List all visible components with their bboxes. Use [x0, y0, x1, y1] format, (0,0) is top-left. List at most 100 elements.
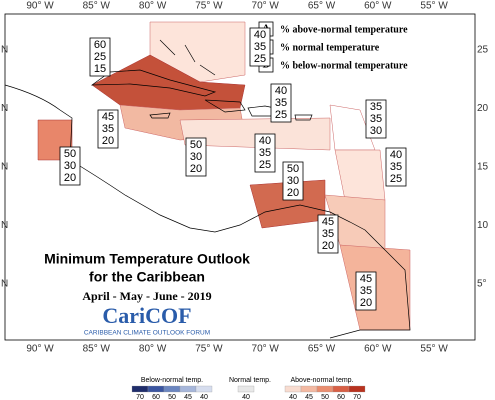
- probability: 40: [254, 29, 266, 41]
- probability: 45: [102, 111, 114, 123]
- logo-caption: CARIBBEAN CLIMATE OUTLOOK FORUM: [84, 330, 210, 337]
- lon-label: 60° W: [364, 344, 392, 355]
- box-frame: [317, 214, 339, 254]
- box-frame: [59, 146, 81, 186]
- colorbar-swatch: [332, 385, 350, 393]
- colorbar-label: Above-normal temp.: [290, 377, 353, 384]
- probability: 35: [322, 228, 334, 240]
- lon-label: 70° W: [252, 1, 280, 12]
- lon-label: 85° W: [83, 1, 111, 12]
- probability: 45: [360, 273, 372, 285]
- colorbar-tick: 70: [136, 394, 144, 400]
- lon-label: 55° W: [420, 344, 448, 355]
- probability: 35: [370, 101, 382, 113]
- box-frame: [89, 37, 111, 77]
- box-frame: [254, 133, 276, 173]
- lat-label: N: [1, 279, 8, 290]
- probability: 30: [370, 125, 382, 137]
- colorbar-swatch: [348, 385, 366, 393]
- box-frame: [270, 83, 292, 123]
- probability: 25: [390, 173, 402, 185]
- probability: 25: [94, 51, 106, 63]
- probability: 50: [287, 163, 299, 175]
- colorbar-swatch: [316, 385, 334, 393]
- probability: 20: [322, 240, 334, 252]
- probability: 45: [322, 216, 334, 228]
- probability: 35: [390, 161, 402, 173]
- lat-label: N: [1, 45, 8, 56]
- probability: 40: [275, 85, 287, 97]
- key-text: % below-normal temperature: [280, 60, 408, 71]
- probability: 30: [64, 160, 76, 172]
- lon-label: 90° W: [26, 1, 54, 12]
- colorbar-swatch: [131, 385, 149, 393]
- colorbar: Below-normal temp. Normal temp. Above-no…: [131, 377, 366, 400]
- probability: 15: [94, 63, 106, 75]
- colorbar-tick: 60: [337, 394, 345, 400]
- key-text: % normal temperature: [280, 42, 380, 53]
- colorbar-tick: 50: [321, 394, 329, 400]
- lat-label: 20: [477, 103, 489, 114]
- probability: 50: [64, 148, 76, 160]
- probability: 35: [259, 147, 271, 159]
- lon-label: 80° W: [139, 1, 167, 12]
- lon-label: 65° W: [308, 1, 336, 12]
- colorbar-tick: 60: [152, 394, 160, 400]
- probability: 35: [254, 41, 266, 53]
- lat-label: 25: [477, 45, 489, 56]
- probability: 60: [94, 39, 106, 51]
- colorbar-swatch: [237, 385, 255, 393]
- box-frame: [249, 27, 271, 67]
- lat-label: N: [1, 220, 8, 231]
- colorbar-tick: 40: [289, 394, 297, 400]
- colorbar-swatch: [179, 385, 197, 393]
- probability: 30: [287, 175, 299, 187]
- colorbar-tick: 40: [200, 394, 208, 400]
- lon-label: 75° W: [195, 1, 223, 12]
- lon-label: 90° W: [26, 344, 54, 355]
- colorbar-swatch: [163, 385, 181, 393]
- box-frame: [365, 99, 387, 139]
- probability: 40: [390, 149, 402, 161]
- probability: 20: [190, 163, 202, 175]
- probability: 35: [370, 113, 382, 125]
- probability: 20: [64, 172, 76, 184]
- key-text: % above-normal temperature: [280, 24, 408, 35]
- coastlines: [4, 39, 411, 339]
- colorbar-swatch: [195, 385, 213, 393]
- probability: 35: [360, 285, 372, 297]
- title: Minimum Temperature Outlook: [44, 251, 250, 267]
- box-frame: [282, 161, 304, 201]
- probability: 25: [275, 109, 287, 121]
- lat-label: N: [1, 103, 8, 114]
- lon-label: 55° W: [420, 1, 448, 12]
- probability: 50: [190, 139, 202, 151]
- colorbar-tick: 45: [184, 394, 192, 400]
- colorbar-tick: 45: [305, 394, 313, 400]
- probability: 25: [254, 53, 266, 65]
- probability: 20: [102, 135, 114, 147]
- lon-label: 80° W: [139, 344, 167, 355]
- lon-label: 70° W: [252, 344, 280, 355]
- box-frame: [97, 109, 119, 149]
- lat-label: 15: [477, 162, 489, 173]
- graticule-labels: 90° W 90° W 85° W 85° W 80° W 80° W 75° W 75° W…: [1, 1, 489, 355]
- probability: 20: [360, 297, 372, 309]
- lon-label: 75° W: [195, 344, 223, 355]
- box-frame: [355, 271, 377, 311]
- probability: 35: [275, 97, 287, 109]
- probability: 35: [102, 123, 114, 135]
- box-frame: [385, 147, 407, 187]
